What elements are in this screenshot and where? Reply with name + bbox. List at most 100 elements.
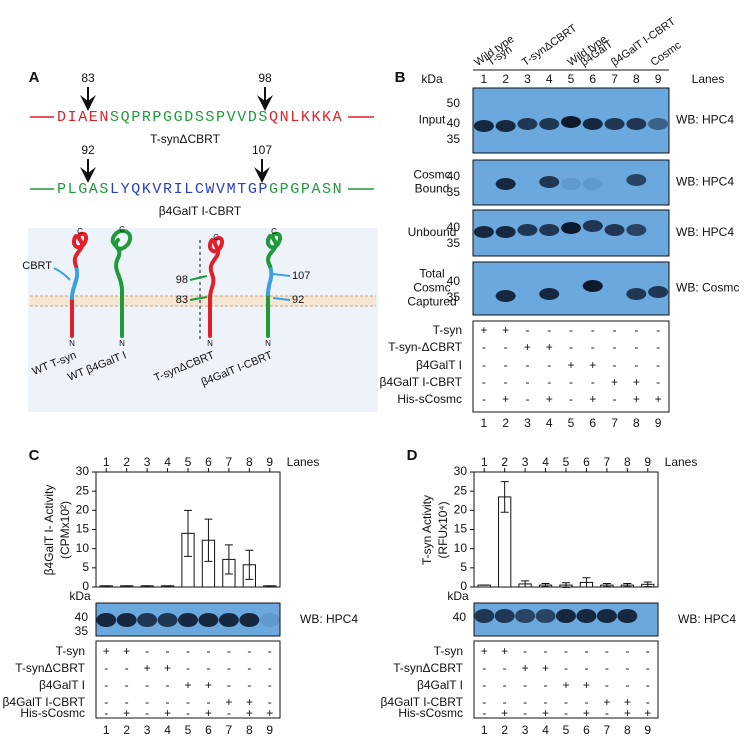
table-cell: + — [624, 695, 631, 709]
blot-label: Captured — [407, 295, 456, 309]
error-bar — [204, 518, 213, 562]
blot-band — [178, 613, 198, 627]
kda-marker: 40 — [447, 274, 461, 288]
lane-number: 6 — [589, 72, 596, 86]
table-cell: - — [125, 678, 129, 692]
table-cell: - — [268, 678, 272, 692]
table-cell: - — [547, 358, 551, 372]
table-cell: + — [589, 358, 596, 372]
table-cell: - — [569, 323, 573, 337]
blot-band — [517, 224, 538, 236]
site-arrow-head — [254, 167, 270, 183]
row-label: β4GalT I — [416, 358, 462, 372]
blot-band — [582, 220, 603, 232]
table-cell: - — [569, 392, 573, 406]
table-cell: - — [564, 695, 568, 709]
panel-label: A — [29, 69, 40, 86]
table-cell: - — [591, 340, 595, 354]
blot-band — [539, 176, 560, 188]
lane-number: 3 — [522, 455, 529, 469]
error-bar — [521, 580, 530, 588]
sequence-name: T-synΔCBRT — [150, 132, 220, 146]
lanes-title: Lanes — [665, 455, 698, 469]
lane-number: 2 — [501, 455, 508, 469]
n-terminus: N — [69, 339, 75, 348]
site-number: 83 — [176, 294, 188, 306]
table-cell: - — [605, 644, 609, 658]
table-cell: - — [145, 644, 149, 658]
y-tick-label: 20 — [76, 503, 90, 517]
table-cell: - — [186, 706, 190, 720]
table-cell: - — [504, 340, 508, 354]
lane-number: 5 — [568, 72, 575, 86]
site-arrow-head — [80, 95, 96, 111]
lane-number: 4 — [546, 72, 553, 86]
site-number: 98 — [176, 274, 188, 286]
table-cell: - — [166, 678, 170, 692]
sequence-segment: PLGAS — [57, 181, 110, 198]
y-axis-label: T-syn Activity — [420, 495, 434, 565]
row-label: T-synΔCBRT — [393, 661, 463, 675]
table-cell: + — [567, 358, 574, 372]
table-cell: - — [227, 661, 231, 675]
table-cell: - — [145, 695, 149, 709]
blot-band — [626, 224, 647, 236]
table-cell: - — [646, 661, 650, 675]
lanes-title: Lanes — [287, 455, 320, 469]
row-label: β4GalT I-CBRT — [380, 375, 463, 389]
table-cell: - — [206, 661, 210, 675]
table-cell: - — [104, 706, 108, 720]
lane-number: 2 — [123, 455, 130, 469]
blot-band — [617, 609, 638, 623]
site-number: 92 — [81, 143, 95, 157]
blot-band — [157, 613, 178, 627]
table-cell: - — [523, 678, 527, 692]
blot-band — [495, 120, 516, 132]
sequence: PLGASLYQKVRILCWVMTGPGPGPASN — [57, 181, 343, 198]
panel-label: D — [407, 447, 418, 464]
lane-number: 1 — [481, 416, 488, 430]
blot-band — [473, 226, 494, 238]
lane-number: 3 — [524, 72, 531, 86]
blot-band — [539, 118, 560, 130]
blot-band — [259, 613, 280, 627]
group-header: Cosmc — [649, 39, 684, 69]
y-tick-label: 15 — [76, 522, 90, 536]
table-cell: + — [184, 678, 191, 692]
blot-band — [648, 286, 669, 298]
c-terminus: C — [119, 225, 125, 234]
table-cell: - — [145, 706, 149, 720]
c-terminus: C — [77, 227, 83, 236]
blot-band — [495, 178, 516, 190]
table-cell: - — [482, 695, 486, 709]
table-cell: + — [164, 706, 171, 720]
table-cell: - — [625, 661, 629, 675]
table-cell: - — [646, 678, 650, 692]
table-cell: - — [625, 644, 629, 658]
c-terminus: C — [213, 233, 219, 242]
table-cell: - — [227, 706, 231, 720]
c-terminus: C — [271, 227, 277, 236]
wb-label: WB: HPC4 — [678, 612, 736, 626]
table-cell: + — [502, 392, 509, 406]
blot-band — [582, 280, 603, 292]
table-cell: + — [546, 340, 553, 354]
table-cell: + — [583, 706, 590, 720]
table-cell: - — [482, 358, 486, 372]
lane-number: 9 — [266, 723, 273, 737]
table-cell: - — [503, 695, 507, 709]
error-bar — [602, 583, 611, 588]
table-cell: - — [166, 644, 170, 658]
wb-label: WB: HPC4 — [676, 175, 734, 189]
y-tick-label: 30 — [454, 464, 468, 478]
lane-number: 6 — [205, 723, 212, 737]
sequence-segment: QNLKKKA — [269, 109, 343, 126]
lane-number: 1 — [103, 455, 110, 469]
row-label: β4GalT I-CBRT — [3, 695, 86, 709]
blot-band — [648, 118, 669, 130]
y-tick-label: 0 — [82, 579, 89, 593]
lane-number: 8 — [633, 416, 640, 430]
blot-band — [515, 609, 536, 623]
table-frame — [473, 640, 659, 719]
error-bar — [541, 583, 550, 588]
